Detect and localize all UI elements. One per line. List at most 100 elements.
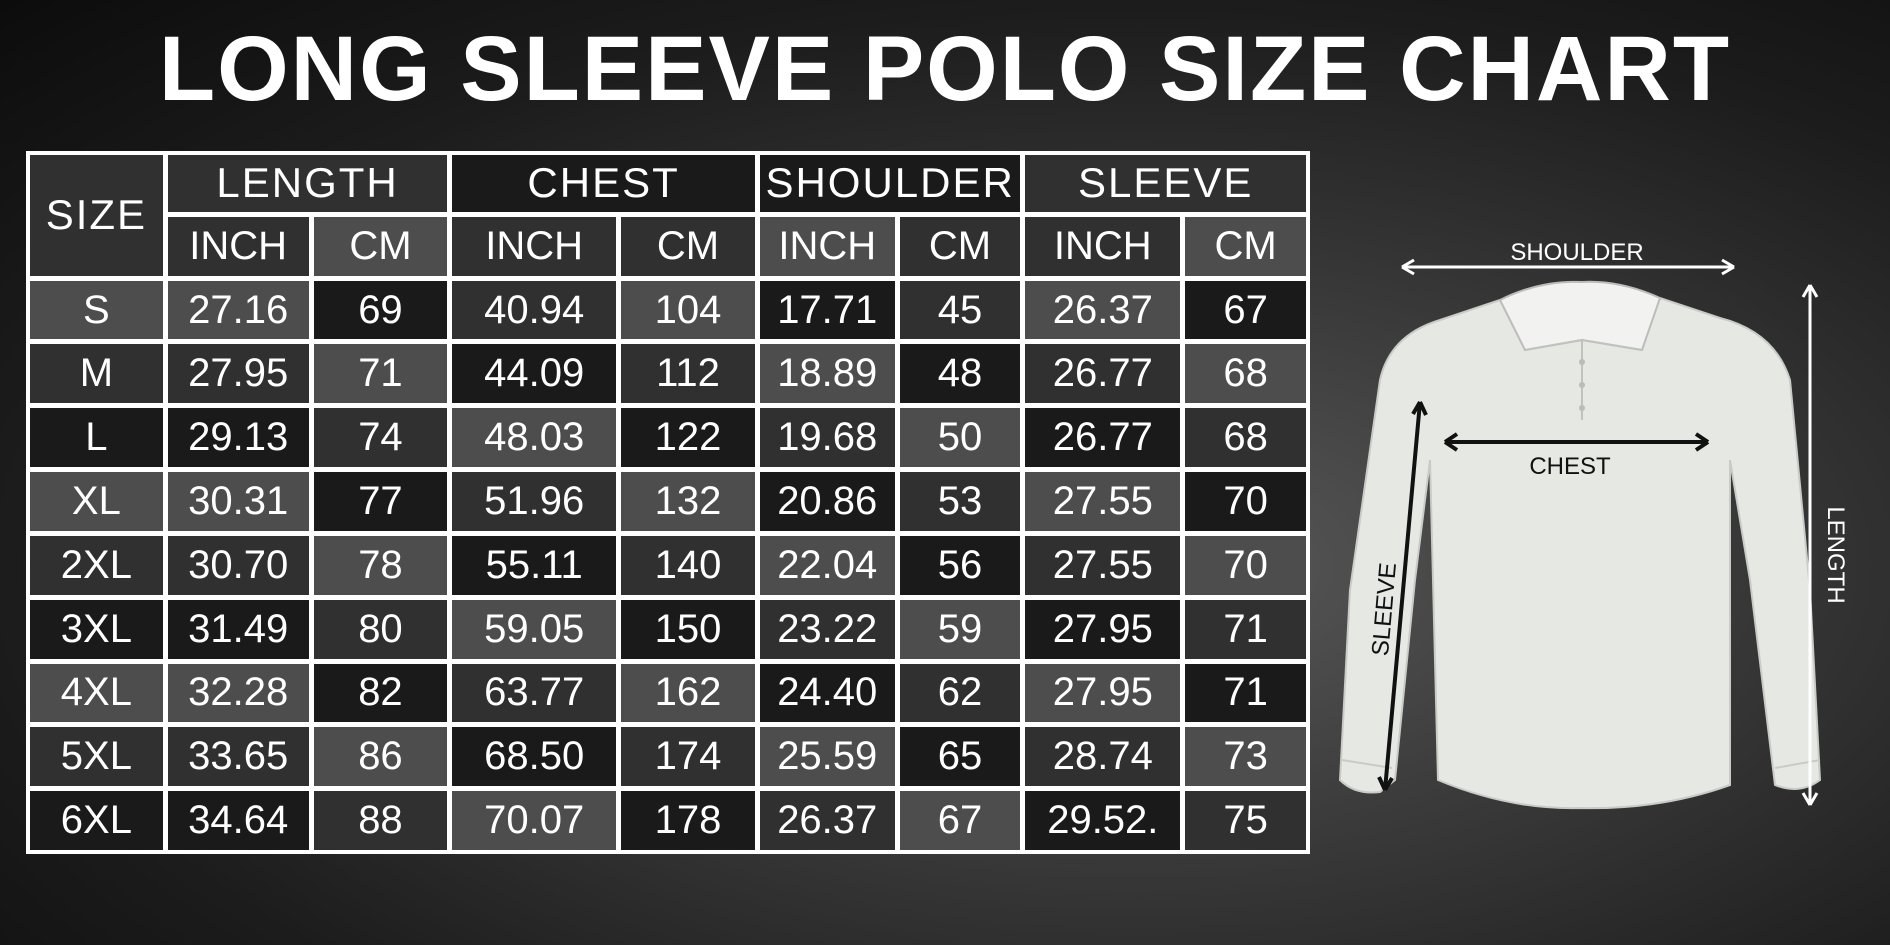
value-cell: 69: [313, 280, 448, 340]
unit-header-cm: CM: [1185, 216, 1306, 276]
value-cell: 71: [313, 344, 448, 404]
value-cell: 17.71: [759, 280, 895, 340]
value-cell: 70: [1185, 472, 1306, 531]
value-cell: 23.22: [759, 599, 895, 659]
value-cell: 27.16: [167, 280, 309, 340]
value-cell: 50: [899, 408, 1021, 468]
value-cell: 26.77: [1025, 344, 1181, 404]
value-cell: 27.55: [1025, 535, 1181, 595]
value-cell: 178: [621, 791, 755, 850]
chest-header: CHEST: [452, 155, 755, 212]
size-cell: 5XL: [30, 727, 163, 787]
size-cell: XL: [30, 472, 163, 531]
value-cell: 104: [621, 280, 755, 340]
size-cell: 3XL: [30, 599, 163, 659]
value-cell: 80: [313, 599, 448, 659]
value-cell: 19.68: [759, 408, 895, 468]
value-cell: 51.96: [452, 472, 617, 531]
unit-header-cm: CM: [899, 216, 1021, 276]
value-cell: 74: [313, 408, 448, 468]
page-title: LONG SLEEVE POLO SIZE CHART: [158, 18, 1732, 120]
value-cell: 82: [313, 663, 448, 723]
size-cell: S: [30, 280, 163, 340]
value-cell: 59: [899, 599, 1021, 659]
size-cell: M: [30, 344, 163, 404]
polo-shirt-illustration: [1338, 280, 1822, 810]
value-cell: 75: [1185, 791, 1306, 850]
value-cell: 86: [313, 727, 448, 787]
value-cell: 40.94: [452, 280, 617, 340]
value-cell: 26.77: [1025, 408, 1181, 468]
size-cell: 6XL: [30, 791, 163, 850]
value-cell: 18.89: [759, 344, 895, 404]
value-cell: 26.37: [759, 791, 895, 850]
value-cell: 78: [313, 535, 448, 595]
value-cell: 71: [1185, 599, 1306, 659]
value-cell: 63.77: [452, 663, 617, 723]
value-cell: 68: [1185, 408, 1306, 468]
value-cell: 62: [899, 663, 1021, 723]
value-cell: 26.37: [1025, 280, 1181, 340]
value-cell: 132: [621, 472, 755, 531]
value-cell: 24.40: [759, 663, 895, 723]
value-cell: 27.55: [1025, 472, 1181, 531]
size-cell: 4XL: [30, 663, 163, 723]
value-cell: 27.95: [1025, 663, 1181, 723]
size-chart-table: SIZE LENGTH CHEST SHOULDER SLEEVE INCH CM…: [26, 151, 1310, 854]
unit-header-inch: INCH: [1025, 216, 1181, 276]
chest-arrow: [1443, 432, 1710, 452]
value-cell: 70: [1185, 535, 1306, 595]
value-cell: 65: [899, 727, 1021, 787]
value-cell: 30.70: [167, 535, 309, 595]
value-cell: 73: [1185, 727, 1306, 787]
size-cell: L: [30, 408, 163, 468]
value-cell: 45: [899, 280, 1021, 340]
shoulder-header: SHOULDER: [759, 155, 1021, 212]
value-cell: 59.05: [452, 599, 617, 659]
unit-header-inch: INCH: [759, 216, 895, 276]
value-cell: 22.04: [759, 535, 895, 595]
value-cell: 77: [313, 472, 448, 531]
value-cell: 29.52.: [1025, 791, 1181, 850]
value-cell: 122: [621, 408, 755, 468]
value-cell: 56: [899, 535, 1021, 595]
value-cell: 34.64: [167, 791, 309, 850]
value-cell: 55.11: [452, 535, 617, 595]
unit-header-cm: CM: [313, 216, 448, 276]
sleeve-header: SLEEVE: [1025, 155, 1306, 212]
value-cell: 48: [899, 344, 1021, 404]
unit-header-inch: INCH: [452, 216, 617, 276]
value-cell: 70.07: [452, 791, 617, 850]
polo-shirt-diagram: SHOULDER CHEST SLEEVE LENGTH: [1338, 239, 1849, 810]
value-cell: 48.03: [452, 408, 617, 468]
value-cell: 162: [621, 663, 755, 723]
value-cell: 29.13: [167, 408, 309, 468]
value-cell: 68: [1185, 344, 1306, 404]
length-header: LENGTH: [167, 155, 448, 212]
value-cell: 28.74: [1025, 727, 1181, 787]
value-cell: 67: [1185, 280, 1306, 340]
value-cell: 27.95: [1025, 599, 1181, 659]
size-header: SIZE: [30, 155, 163, 276]
length-label: LENGTH: [1822, 506, 1849, 603]
unit-header-cm: CM: [621, 216, 755, 276]
value-cell: 112: [621, 344, 755, 404]
unit-header-inch: INCH: [167, 216, 309, 276]
chest-label: CHEST: [1529, 453, 1611, 480]
value-cell: 31.49: [167, 599, 309, 659]
value-cell: 32.28: [167, 663, 309, 723]
value-cell: 33.65: [167, 727, 309, 787]
value-cell: 44.09: [452, 344, 617, 404]
value-cell: 27.95: [167, 344, 309, 404]
value-cell: 140: [621, 535, 755, 595]
value-cell: 150: [621, 599, 755, 659]
value-cell: 174: [621, 727, 755, 787]
sleeve-arrow: [1377, 400, 1428, 792]
value-cell: 68.50: [452, 727, 617, 787]
size-cell: 2XL: [30, 535, 163, 595]
value-cell: 25.59: [759, 727, 895, 787]
shoulder-arrow: [1401, 258, 1735, 276]
length-arrow: [1801, 284, 1819, 806]
value-cell: 30.31: [167, 472, 309, 531]
shoulder-label: SHOULDER: [1510, 239, 1643, 266]
